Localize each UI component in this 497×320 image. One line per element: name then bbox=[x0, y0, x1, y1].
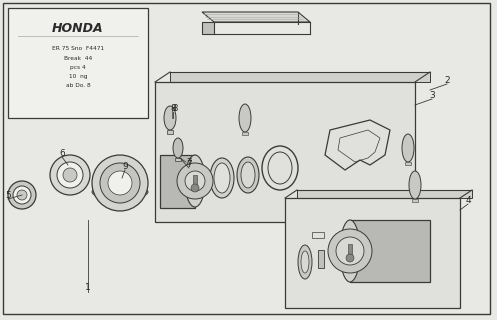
Text: 3: 3 bbox=[429, 91, 435, 100]
Circle shape bbox=[108, 171, 132, 195]
Text: pcs 4: pcs 4 bbox=[70, 65, 86, 70]
Text: 7: 7 bbox=[186, 159, 192, 169]
Bar bbox=[242, 132, 248, 135]
Circle shape bbox=[63, 168, 77, 182]
Ellipse shape bbox=[239, 104, 251, 132]
Polygon shape bbox=[160, 155, 195, 208]
Ellipse shape bbox=[340, 220, 360, 282]
Text: 1: 1 bbox=[85, 284, 91, 292]
Text: ab Do. 8: ab Do. 8 bbox=[66, 83, 90, 88]
Circle shape bbox=[13, 186, 31, 204]
Circle shape bbox=[50, 155, 90, 195]
Ellipse shape bbox=[409, 171, 421, 199]
Text: 4: 4 bbox=[465, 196, 471, 204]
Bar bbox=[167, 130, 173, 134]
Circle shape bbox=[346, 254, 354, 262]
Circle shape bbox=[57, 162, 83, 188]
Circle shape bbox=[191, 184, 199, 192]
Ellipse shape bbox=[92, 185, 148, 199]
Polygon shape bbox=[170, 72, 430, 82]
Circle shape bbox=[8, 181, 36, 209]
Text: ER 75 Sno  F4471: ER 75 Sno F4471 bbox=[52, 46, 104, 51]
Text: 9: 9 bbox=[122, 162, 128, 171]
Ellipse shape bbox=[214, 163, 230, 193]
Polygon shape bbox=[193, 175, 197, 188]
Text: 2: 2 bbox=[444, 76, 450, 84]
Ellipse shape bbox=[185, 155, 205, 207]
Polygon shape bbox=[297, 190, 472, 198]
Circle shape bbox=[100, 163, 140, 203]
Text: 5: 5 bbox=[5, 190, 11, 199]
Polygon shape bbox=[155, 82, 415, 222]
Circle shape bbox=[92, 155, 148, 211]
Ellipse shape bbox=[164, 106, 176, 130]
Text: 8: 8 bbox=[170, 103, 176, 113]
Circle shape bbox=[328, 229, 372, 273]
Polygon shape bbox=[285, 198, 460, 308]
Text: 6: 6 bbox=[59, 148, 65, 157]
Text: 8: 8 bbox=[172, 103, 177, 113]
Bar bbox=[405, 162, 411, 165]
Polygon shape bbox=[202, 12, 310, 22]
Bar bbox=[318, 250, 324, 268]
Text: 7: 7 bbox=[186, 157, 191, 166]
Ellipse shape bbox=[402, 134, 414, 162]
Ellipse shape bbox=[210, 158, 234, 198]
Polygon shape bbox=[348, 244, 352, 258]
Polygon shape bbox=[350, 220, 430, 282]
Circle shape bbox=[336, 237, 364, 265]
Ellipse shape bbox=[237, 157, 259, 193]
Polygon shape bbox=[202, 22, 214, 34]
Circle shape bbox=[177, 163, 213, 199]
Bar bbox=[412, 199, 418, 202]
Text: HONDA: HONDA bbox=[52, 22, 104, 35]
Bar bbox=[175, 158, 181, 161]
Ellipse shape bbox=[173, 138, 183, 158]
Text: Break  44: Break 44 bbox=[64, 56, 92, 61]
Circle shape bbox=[17, 190, 27, 200]
Circle shape bbox=[185, 171, 205, 191]
Bar bbox=[8, 8, 148, 118]
Ellipse shape bbox=[298, 245, 312, 279]
Ellipse shape bbox=[241, 162, 255, 188]
Text: 10  ng: 10 ng bbox=[69, 74, 87, 79]
Ellipse shape bbox=[301, 251, 309, 273]
